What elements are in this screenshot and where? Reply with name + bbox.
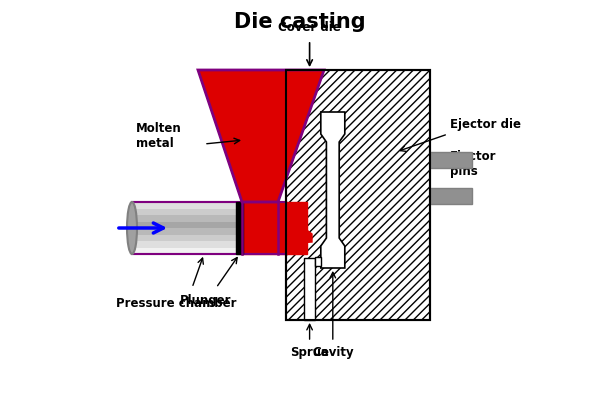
Polygon shape: [242, 202, 286, 254]
Polygon shape: [286, 228, 312, 244]
Bar: [286, 70, 430, 320]
Text: Sprue: Sprue: [290, 346, 329, 359]
Bar: [236, 202, 243, 254]
Text: Ejector
pins: Ejector pins: [450, 150, 497, 178]
Polygon shape: [198, 70, 324, 202]
Text: Pressure chamber: Pressure chamber: [116, 297, 236, 310]
Polygon shape: [321, 112, 345, 268]
Bar: [430, 188, 472, 204]
Bar: [132, 202, 286, 208]
Bar: [132, 248, 286, 254]
Bar: [132, 215, 286, 222]
Text: Ejector die: Ejector die: [450, 118, 521, 131]
Text: Plunger: Plunger: [180, 294, 232, 307]
Bar: [132, 234, 286, 241]
Bar: [315, 257, 321, 266]
Text: Molten
metal: Molten metal: [136, 122, 182, 150]
Bar: [286, 70, 430, 320]
Text: Cavity: Cavity: [312, 346, 353, 359]
Bar: [286, 202, 307, 254]
Ellipse shape: [127, 202, 137, 254]
Bar: [132, 208, 286, 215]
Bar: [132, 202, 286, 254]
Text: Die casting: Die casting: [234, 12, 366, 32]
Bar: [132, 222, 286, 228]
Bar: [132, 228, 286, 234]
Bar: [132, 241, 286, 248]
Bar: [304, 258, 315, 320]
Text: Cover die: Cover die: [278, 21, 341, 34]
Bar: [430, 152, 472, 168]
